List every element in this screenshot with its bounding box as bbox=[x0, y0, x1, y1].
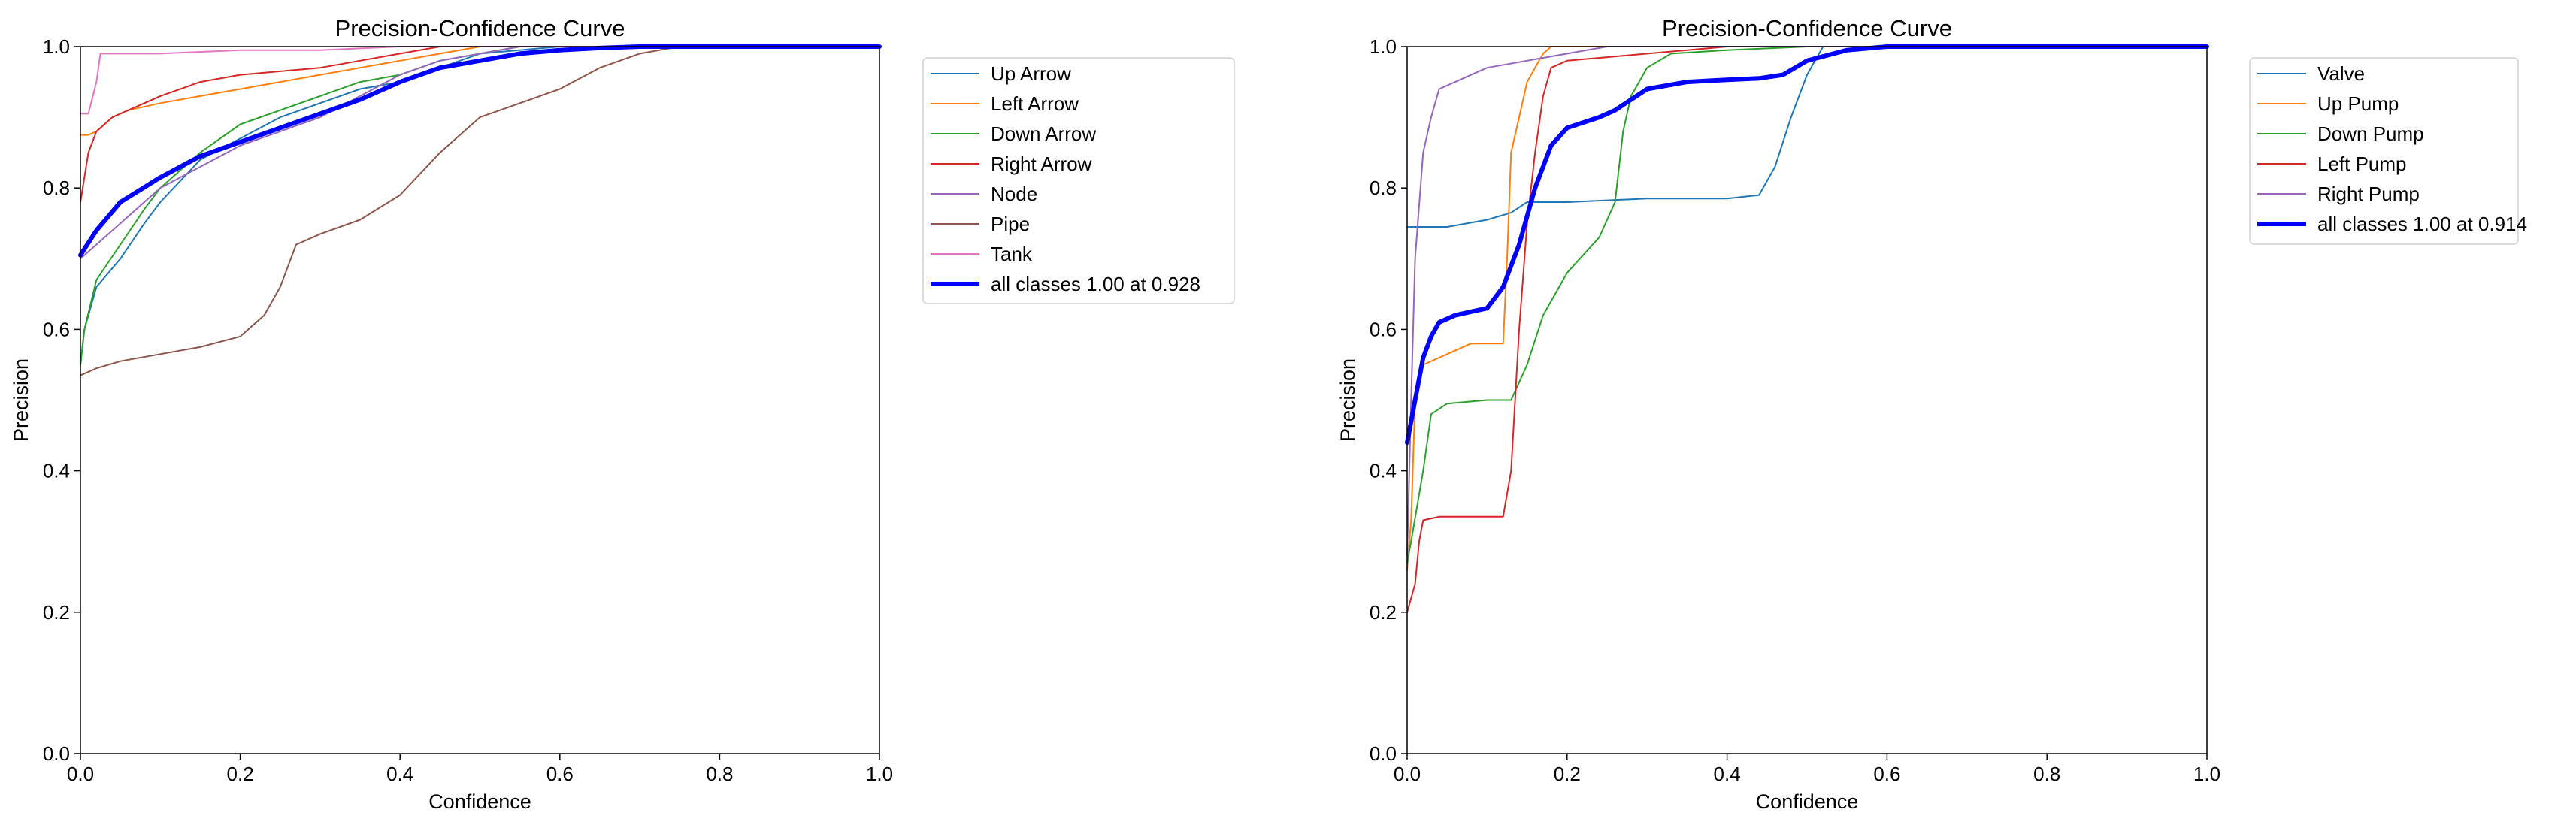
chart2-y-tick-label: 1.0 bbox=[1370, 35, 1397, 58]
chart1-series-line-tank bbox=[80, 46, 880, 115]
chart2-axes-frame bbox=[1406, 46, 2208, 754]
chart2-y-tick-label: 0.6 bbox=[1370, 318, 1397, 340]
chart1-series-line-node bbox=[80, 46, 880, 260]
chart1-axes-frame bbox=[80, 46, 880, 754]
chart2-y-tick-label: 0.0 bbox=[1370, 742, 1397, 765]
chart2-legend-box bbox=[2249, 57, 2519, 245]
chart2-x-tick-label: 0.0 bbox=[1394, 763, 1421, 785]
chart2-series-line-down-pump bbox=[1406, 46, 2208, 564]
chart2-series-line-valve bbox=[1406, 46, 2208, 228]
chart1-series-line-right-arrow bbox=[80, 46, 880, 203]
chart2-x-tick-label: 0.2 bbox=[1554, 763, 1581, 785]
chart2-series-line-right-pump bbox=[1406, 46, 2208, 557]
chart1-x-tick-label: 0.2 bbox=[227, 763, 254, 785]
chart2-x-tick-label: 1.0 bbox=[2193, 763, 2220, 785]
chart1-series-line-up-arrow bbox=[80, 46, 880, 366]
chart1-x-tick-label: 0.8 bbox=[706, 763, 733, 785]
chart1-y-tick-label: 0.4 bbox=[43, 460, 70, 482]
chart1-x-axis-label: Confidence bbox=[428, 790, 531, 813]
chart1-title: Precision-Confidence Curve bbox=[335, 15, 625, 41]
chart1-series-line-down-arrow bbox=[80, 46, 880, 366]
chart1-y-tick-label: 0.6 bbox=[43, 318, 70, 340]
chart2-series-group bbox=[1405, 44, 2209, 613]
chart2-x-tick-label: 0.6 bbox=[1873, 763, 1900, 785]
chart1-y-tick-label: 0.8 bbox=[43, 177, 70, 199]
chart1-x-tick-label: 0.0 bbox=[67, 763, 94, 785]
chart1-legend-label-up-arrow: Up Arrow bbox=[991, 62, 1071, 85]
chart2-legend-label-down-pump: Down Pump bbox=[2317, 122, 2424, 145]
chart1-legend-label-down-arrow: Down Arrow bbox=[991, 122, 1096, 145]
chart2-x-tick-label: 0.8 bbox=[2033, 763, 2060, 785]
chart2-x-axis-label: Confidence bbox=[1756, 790, 1859, 813]
chart1-series-line-all-classes-1-00-at-0-928 bbox=[78, 44, 882, 258]
chart1-legend-label-right-arrow: Right Arrow bbox=[991, 153, 1092, 175]
chart2-series-line-left-pump bbox=[1406, 46, 2208, 613]
chart1-y-axis-label: Precision bbox=[10, 358, 32, 442]
chart1-x-tick-label: 0.6 bbox=[546, 763, 574, 785]
chart2-legend: Valve Up Pump Down Pump Left Pump Right Pump… bbox=[2249, 57, 2527, 245]
chart1-legend-label-node: Node bbox=[991, 183, 1037, 205]
chart2: 0.0 0.2 0.4 0.6 0.8 1.0 0.0 0.2 0.4 0.6 0.8 1.0 Prec… bbox=[1336, 15, 2527, 813]
chart2-legend-label-right-pump: Right Pump bbox=[2317, 183, 2420, 205]
chart2-legend-label-left-pump: Left Pump bbox=[2317, 153, 2407, 175]
chart1-legend-label-left-arrow: Left Arrow bbox=[991, 92, 1079, 115]
chart1-x-tick-label: 0.4 bbox=[386, 763, 413, 785]
chart2-y-tick-label: 0.8 bbox=[1370, 177, 1397, 199]
chart1-legend-label-all-classes-1-00-at-0-928: all classes 1.00 at 0.928 bbox=[991, 273, 1200, 295]
chart1-y-tick-label: 0.2 bbox=[43, 601, 70, 624]
chart1-legend-label-pipe: Pipe bbox=[991, 213, 1030, 235]
chart1-x-tick-label: 1.0 bbox=[866, 763, 893, 785]
chart2-series-line-up-pump bbox=[1406, 46, 2208, 571]
chart1-legend-label-tank: Tank bbox=[991, 243, 1033, 265]
chart1-legend: Up Arrow Left Arrow Down Arrow Right Arrow N… bbox=[922, 57, 1235, 304]
chart2-series-line-all-classes-1-00-at-0-914 bbox=[1405, 44, 2209, 445]
chart2-x-tick-label: 0.4 bbox=[1714, 763, 1741, 785]
chart1-legend-box bbox=[922, 57, 1235, 304]
chart1-y-tick-label: 1.0 bbox=[43, 35, 70, 58]
chart1-series-line-pipe bbox=[80, 46, 880, 376]
chart1-series-group bbox=[78, 44, 882, 376]
chart2-legend-label-valve: Valve bbox=[2317, 62, 2365, 85]
chart2-title: Precision-Confidence Curve bbox=[1662, 15, 1952, 41]
chart2-legend-label-all-classes-1-00-at-0-914: all classes 1.00 at 0.914 bbox=[2317, 213, 2527, 235]
chart1: 0.0 0.2 0.4 0.6 0.8 1.0 0.0 0.2 0.4 0.6 0.8 1.0 Prec… bbox=[10, 15, 1235, 813]
chart1-y-tick-label: 0.0 bbox=[43, 742, 70, 765]
chart2-y-tick-label: 0.4 bbox=[1370, 460, 1397, 482]
chart2-legend-label-up-pump: Up Pump bbox=[2317, 92, 2399, 115]
chart2-y-axis-label: Precision bbox=[1336, 358, 1359, 442]
chart2-y-tick-label: 0.2 bbox=[1370, 601, 1397, 624]
